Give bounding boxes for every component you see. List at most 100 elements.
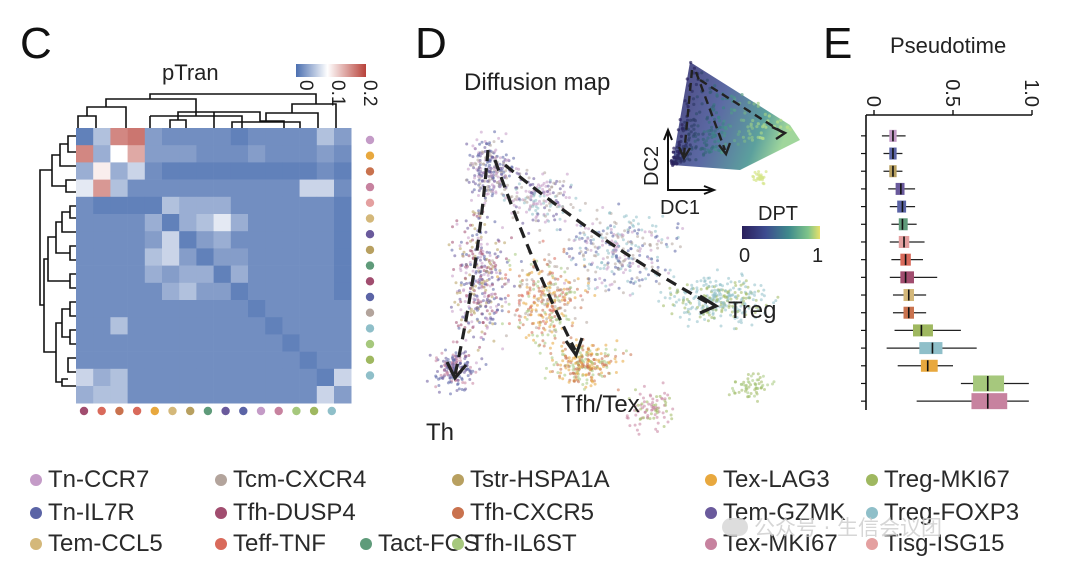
scatter-point	[532, 202, 536, 206]
heatmap-cell	[93, 265, 111, 284]
scatter-point	[601, 257, 605, 261]
heatmap-cell	[179, 317, 197, 335]
scatter-point	[750, 323, 754, 327]
scatter-point	[464, 178, 468, 182]
scatter-point	[590, 235, 594, 239]
scatter-point	[550, 330, 554, 334]
heatmap-cell	[93, 386, 111, 404]
inset-point	[688, 143, 692, 147]
scatter-point	[491, 155, 495, 159]
scatter-point	[475, 138, 479, 142]
scatter-point	[477, 172, 481, 175]
inset-point	[739, 118, 744, 122]
scatter-point	[512, 284, 516, 288]
heatmap-cell	[179, 162, 197, 180]
scatter-point	[753, 293, 756, 297]
inset-point	[672, 146, 676, 150]
scatter-point	[508, 263, 512, 267]
scatter-point	[689, 307, 693, 311]
inset-point	[688, 158, 692, 162]
scatter-point	[496, 248, 499, 252]
inset-point	[701, 137, 705, 141]
scatter-point	[744, 304, 748, 308]
scatter-point	[542, 344, 546, 348]
scatter-point	[564, 196, 568, 199]
scatter-point	[478, 321, 482, 324]
heatmap-cell	[76, 368, 94, 387]
scatter-point	[542, 181, 546, 185]
scatter-point	[489, 149, 493, 153]
scatter-point	[756, 305, 760, 309]
scatter-point	[463, 230, 467, 234]
scatter-point	[563, 296, 567, 300]
scatter-point	[500, 277, 504, 281]
scatter-point	[652, 406, 656, 410]
heatmap-cell	[179, 265, 197, 284]
scatter-point	[681, 301, 685, 305]
inset-point	[704, 139, 708, 143]
scatter-point	[589, 360, 593, 364]
scatter-point	[622, 215, 626, 219]
heatmap-cell	[110, 196, 128, 215]
inset-point	[688, 118, 693, 122]
heatmap-cell	[334, 317, 352, 335]
scatter-point	[650, 265, 654, 269]
scatter-point	[542, 201, 546, 205]
scatter-point	[442, 368, 446, 372]
boxplot-tick-label: 1.0	[1020, 79, 1042, 107]
scatter-point	[483, 223, 487, 226]
scatter-point	[630, 277, 634, 281]
heatmap-cell	[299, 368, 318, 387]
heatmap-cell	[299, 145, 318, 163]
scatter-point	[485, 242, 489, 246]
scatter-point	[741, 302, 745, 306]
scatter-point	[583, 265, 587, 269]
scatter-point	[493, 292, 497, 296]
scatter-point	[478, 345, 482, 349]
heatmap-cell	[248, 214, 266, 232]
scatter-point	[572, 365, 576, 369]
heatmap-cell	[179, 214, 197, 232]
scatter-point	[695, 320, 699, 324]
scatter-point	[574, 235, 578, 239]
scatter-point	[482, 279, 486, 283]
heatmap-cell	[265, 145, 283, 163]
scatter-point	[513, 313, 517, 317]
heatmap-row-dot	[365, 308, 375, 317]
scatter-point	[666, 236, 670, 240]
scatter-point	[453, 300, 457, 304]
inset-point	[747, 136, 751, 140]
scatter-point	[469, 307, 473, 311]
scatter-point	[704, 282, 708, 286]
scatter-point	[656, 430, 659, 433]
inset-point	[711, 108, 715, 112]
scatter-point	[559, 371, 563, 375]
scatter-point	[507, 174, 511, 178]
scatter-point	[600, 261, 604, 264]
scatter-point	[627, 220, 631, 224]
scatter-point	[488, 254, 492, 257]
inset-point	[729, 111, 734, 115]
inset-point	[733, 139, 737, 143]
scatter-point	[567, 365, 571, 368]
scatter-point	[730, 310, 734, 314]
scatter-point	[545, 299, 549, 303]
heatmap-cell	[213, 248, 232, 266]
scatter-point	[564, 314, 568, 318]
scatter-point	[532, 287, 536, 291]
scatter-point	[478, 142, 482, 146]
scatter-point	[659, 241, 663, 245]
scatter-point	[589, 384, 593, 388]
heatmap-cell	[93, 317, 111, 335]
inset-point	[698, 110, 702, 114]
scatter-point	[486, 179, 489, 183]
scatter-point	[526, 292, 530, 296]
scatter-point	[488, 312, 492, 316]
scatter-point	[545, 317, 549, 321]
scatter-point	[452, 268, 456, 271]
scatter-point	[577, 367, 581, 371]
heatmap-cell	[93, 231, 111, 249]
scatter-point	[607, 361, 611, 365]
inset-point	[676, 128, 681, 132]
scatter-point	[620, 235, 624, 239]
